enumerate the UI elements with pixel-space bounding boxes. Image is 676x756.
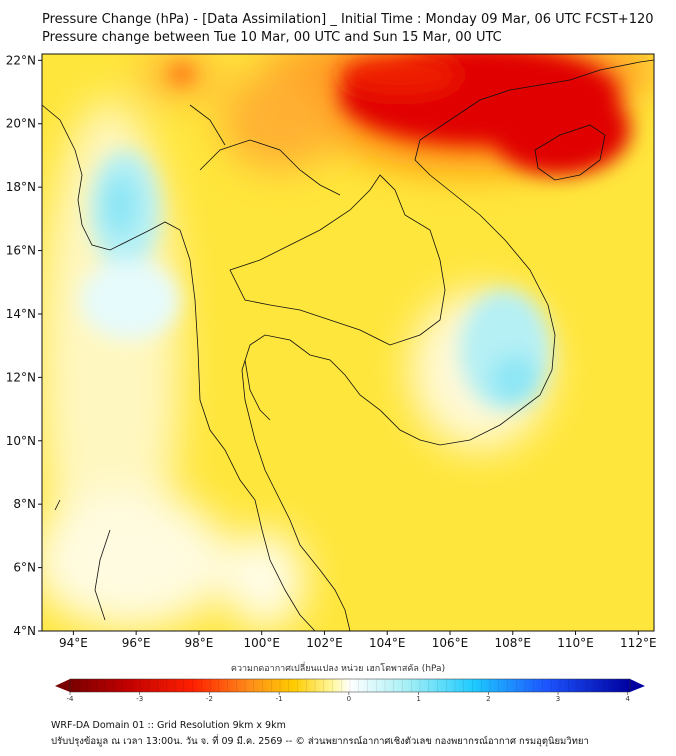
lon-tick-label: 98°E (184, 636, 213, 650)
lon-tick-label: 104°E (369, 636, 406, 650)
lon-tick-label: 96°E (122, 636, 151, 650)
colorbar-tick-label: -3 (136, 695, 143, 703)
map-title: Pressure Change (hPa) - [Data Assimilati… (42, 12, 654, 27)
lat-tick-label: 8°N (13, 497, 36, 511)
lat-tick-label: 6°N (13, 561, 36, 575)
colorbar-tick-label: 4 (626, 695, 631, 703)
pressure-field (42, 54, 654, 631)
colorbar-tick-label: -4 (67, 695, 75, 703)
lat-tick-label: 14°N (6, 307, 36, 321)
lon-tick-label: 106°E (432, 636, 469, 650)
coastlines (42, 59, 654, 631)
colorbar-tick-label: 2 (486, 695, 490, 703)
colorbar-tick-label: 0 (347, 695, 351, 703)
colorbar-tick-label: 3 (556, 695, 560, 703)
lat-tick-label: 18°N (6, 180, 36, 194)
lat-tick-label: 12°N (6, 370, 36, 384)
lat-tick-label: 4°N (13, 624, 36, 638)
colorbar-tick-label: 1 (416, 695, 420, 703)
lat-tick-label: 20°N (6, 117, 36, 131)
lon-tick-label: 112°E (620, 636, 657, 650)
update-credit: ปรับปรุงข้อมูล ณ เวลา 13:00น. วัน จ. ที่… (51, 736, 589, 747)
latitude-axis: 22°N 20°N 18°N 16°N 14°N 12°N 10°N 8°N 6°N 4°N (6, 53, 42, 638)
map-subtitle: Pressure change between Tue 10 Mar, 00 U… (42, 30, 502, 45)
colorbar-tick-label: -2 (206, 695, 213, 703)
lat-tick-label: 10°N (6, 434, 36, 448)
lon-tick-label: 102°E (306, 636, 343, 650)
model-info: WRF-DA Domain 01 :: Grid Resolution 9km … (51, 720, 286, 731)
lon-tick-label: 94°E (59, 636, 88, 650)
colorbar-tick-label: -1 (276, 695, 283, 703)
lat-tick-label: 16°N (6, 244, 36, 258)
lat-tick-label: 22°N (6, 53, 36, 67)
map-frame (41, 53, 655, 632)
lon-tick-label: 108°E (495, 636, 532, 650)
lon-tick-label: 110°E (557, 636, 594, 650)
lon-tick-label: 100°E (243, 636, 280, 650)
longitude-axis: 94°E 96°E 98°E 100°E 102°E 104°E 106°E 108°E 110… (59, 631, 657, 650)
colorbar: -4 -3 -2 -1 0 1 2 3 4 (55, 678, 645, 703)
colorbar-label: ความกดอากาศเปลี่ยนแปลง หน่วย เฮกโตพาสคัล… (230, 664, 446, 674)
